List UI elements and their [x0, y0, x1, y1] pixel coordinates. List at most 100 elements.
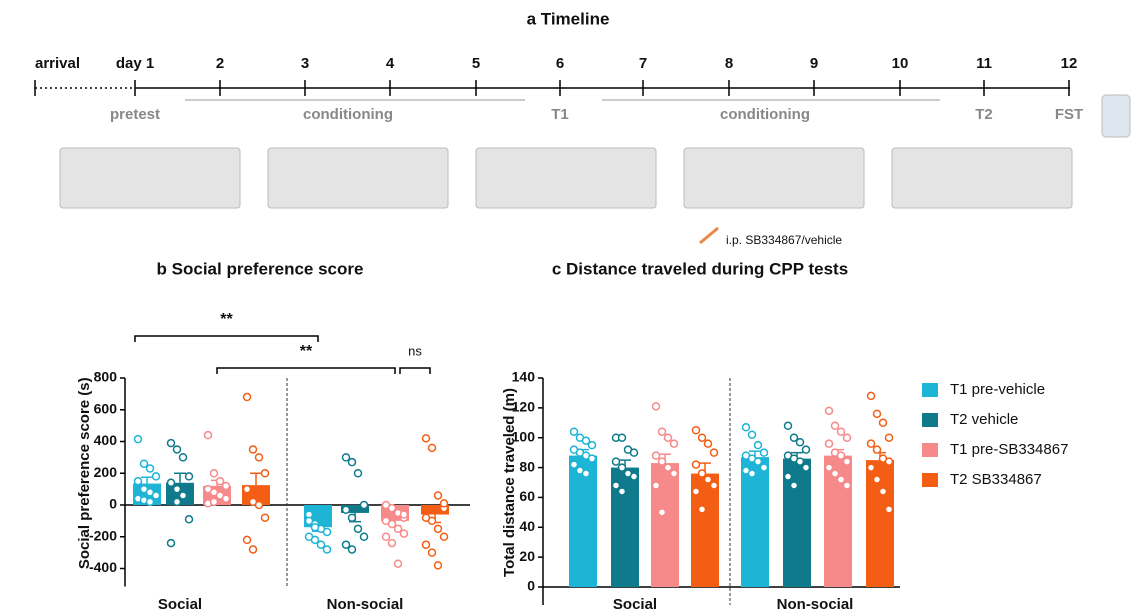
- phase-label: FST: [1055, 106, 1083, 123]
- data-point: [184, 472, 194, 481]
- data-point: [651, 451, 661, 460]
- data-point: [657, 457, 667, 466]
- data-point: [359, 500, 369, 510]
- data-point: [663, 463, 673, 472]
- y-tick-label: 20: [519, 548, 535, 564]
- data-point: [381, 532, 391, 541]
- data-point: [753, 457, 763, 466]
- data-point: [657, 508, 667, 517]
- data-point: [172, 497, 182, 507]
- data-point: [866, 439, 876, 448]
- y-tick-label: -400: [89, 559, 117, 575]
- data-point: [322, 545, 332, 554]
- bar: [741, 457, 769, 587]
- legend-label: T2 SB334867: [950, 471, 1042, 488]
- legend-swatch: [922, 443, 938, 457]
- data-point: [387, 538, 397, 548]
- data-point: [747, 469, 757, 478]
- data-point: [691, 460, 701, 469]
- y-tick-label: 400: [94, 432, 118, 448]
- data-point: [651, 402, 661, 411]
- day-label: 3: [301, 55, 309, 72]
- cpp-box: [267, 147, 449, 209]
- data-point: [878, 487, 888, 496]
- chart-title: b Social preference score: [157, 259, 364, 278]
- data-point: [587, 440, 597, 450]
- legend-label: T2 vehicle: [950, 411, 1018, 428]
- y-tick-label: 600: [94, 400, 118, 416]
- data-point: [569, 460, 579, 469]
- significance-label: ns: [408, 343, 422, 358]
- data-point: [427, 516, 437, 526]
- data-point: [242, 392, 252, 402]
- legend-label: T1 pre-SB334867: [950, 441, 1068, 458]
- phase-label: conditioning: [720, 106, 810, 123]
- data-point: [215, 476, 225, 486]
- data-point: [753, 440, 763, 450]
- data-point: [347, 545, 357, 554]
- data-point: [866, 391, 876, 401]
- data-point: [151, 491, 161, 500]
- phase-label: pretest: [110, 106, 160, 123]
- y-tick-label: 60: [519, 488, 535, 504]
- data-point: [166, 478, 176, 488]
- data-point: [353, 469, 363, 478]
- data-point: [310, 535, 320, 545]
- data-point: [427, 548, 437, 557]
- data-point: [611, 457, 621, 466]
- x-tick-label: Non-social: [327, 596, 404, 613]
- data-point: [878, 418, 888, 428]
- syringe-icon: [699, 226, 719, 245]
- day-label: day 1: [116, 55, 154, 72]
- data-point: [824, 463, 834, 472]
- data-point: [221, 494, 231, 503]
- data-point: [209, 497, 219, 507]
- data-point: [795, 437, 805, 447]
- data-point: [172, 484, 182, 494]
- y-tick-label: 800: [94, 369, 118, 385]
- y-tick-label: 120: [512, 399, 536, 415]
- data-point: [347, 457, 357, 467]
- data-point: [166, 438, 176, 448]
- day-label: 5: [472, 55, 480, 72]
- data-point: [341, 453, 351, 462]
- data-point: [569, 427, 579, 436]
- day-label: 4: [386, 55, 395, 72]
- data-point: [866, 463, 876, 472]
- data-point: [353, 524, 363, 534]
- data-point: [617, 463, 627, 472]
- data-point: [433, 491, 443, 500]
- data-point: [709, 448, 719, 457]
- cpp-box: [475, 147, 657, 209]
- data-point: [617, 433, 627, 442]
- data-point: [872, 445, 882, 454]
- data-point: [651, 481, 661, 490]
- data-point: [347, 513, 357, 522]
- data-point: [836, 451, 846, 460]
- data-point: [203, 430, 213, 440]
- data-point: [830, 421, 840, 431]
- data-point: [842, 481, 852, 490]
- data-point: [783, 421, 793, 431]
- data-point: [316, 540, 326, 549]
- data-point: [657, 427, 667, 436]
- data-point: [151, 472, 161, 481]
- data-point: [133, 476, 143, 486]
- significance-bracket: [134, 335, 319, 342]
- data-point: [789, 481, 799, 490]
- data-point: [669, 469, 679, 478]
- bar: [569, 455, 597, 587]
- day-label: 6: [556, 55, 564, 72]
- data-point: [221, 481, 231, 491]
- x-tick-label: Social: [613, 596, 657, 613]
- significance-label: **: [300, 343, 313, 360]
- y-tick-label: 0: [109, 496, 117, 512]
- legend-swatch: [922, 413, 938, 427]
- data-point: [581, 469, 591, 478]
- data-point: [439, 532, 449, 541]
- bar: [421, 505, 449, 515]
- data-point: [824, 406, 834, 416]
- data-point: [587, 454, 597, 463]
- data-point: [691, 487, 701, 496]
